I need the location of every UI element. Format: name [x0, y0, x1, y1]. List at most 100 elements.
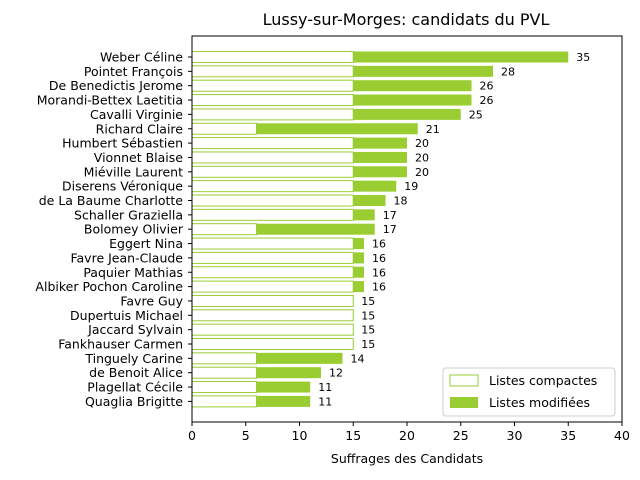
bar-compactes	[191, 151, 354, 164]
bar-modifiees	[353, 94, 472, 106]
plot-area: 3528262625212020201918171716161616151515…	[191, 51, 590, 408]
data-label: 15	[361, 324, 375, 337]
bar-modifiees	[256, 123, 418, 135]
x-tick-label: 15	[345, 428, 361, 443]
bar-modifiees	[353, 108, 461, 120]
legend-swatch-compactes	[449, 374, 479, 387]
bar-compactes	[191, 51, 354, 63]
bar-modifiees	[353, 209, 375, 221]
data-label: 15	[361, 309, 375, 322]
x-tick-label: 40	[614, 428, 630, 443]
bar-compactes	[191, 381, 257, 394]
data-label: 17	[383, 209, 397, 222]
bar-compactes	[191, 108, 354, 121]
chart-title: Lussy-sur-Morges: candidats du PVL	[263, 10, 550, 29]
data-label: 35	[576, 51, 590, 64]
y-tick-label: Schaller Graziella	[74, 207, 183, 222]
bar-compactes	[191, 266, 354, 279]
data-label: 21	[426, 123, 440, 136]
y-tick-label: Fankhauser Carmen	[58, 337, 183, 352]
x-tick-label: 35	[560, 428, 576, 443]
data-label: 26	[480, 94, 494, 107]
y-tick-label: Humbert Sébastien	[62, 136, 183, 151]
y-tick-label: Favre Jean-Claude	[70, 250, 183, 265]
y-tick-label: Cavalli Virginie	[90, 107, 183, 122]
bar-modifiees	[353, 51, 569, 63]
y-tick-label: Jaccard Sylvain	[87, 322, 183, 337]
bar-compactes	[191, 180, 354, 193]
x-tick-label: 10	[292, 428, 308, 443]
x-axis-label: Suffrages des Candidats	[331, 451, 483, 466]
bar-modifiees	[256, 381, 311, 393]
data-label: 16	[372, 238, 386, 251]
data-label: 25	[469, 108, 483, 121]
bar-compactes	[191, 366, 257, 379]
x-tick-label: 25	[453, 428, 469, 443]
data-label: 20	[415, 137, 429, 150]
x-tick-label: 5	[242, 428, 250, 443]
y-tick-label: Albiker Pochon Caroline	[35, 279, 183, 294]
bar-modifiees	[353, 137, 407, 149]
data-label: 14	[351, 352, 365, 365]
bar-compactes	[191, 122, 257, 135]
bar-compactes	[191, 79, 354, 92]
bar-compactes	[191, 338, 354, 350]
bar-compactes	[191, 280, 354, 293]
y-tick-label: Pointet François	[84, 64, 183, 79]
bar-modifiees	[353, 252, 364, 264]
y-tick-label: de Benoit Alice	[89, 365, 183, 380]
y-tick-label: Bolomey Olivier	[84, 222, 184, 237]
data-label: 16	[372, 266, 386, 279]
data-label: 26	[480, 80, 494, 93]
data-label: 11	[318, 395, 332, 408]
y-tick-label: Quaglia Brigitte	[85, 394, 183, 409]
data-label: 28	[501, 65, 515, 78]
data-label: 18	[394, 195, 408, 208]
bar-modifiees	[256, 367, 321, 379]
bar-modifiees	[353, 281, 364, 293]
data-label: 12	[329, 367, 343, 380]
bar-compactes	[191, 208, 354, 221]
y-tick-label: Morandi-Bettex Laetitia	[37, 93, 183, 108]
y-tick-label: Weber Céline	[100, 50, 183, 65]
bar-compactes	[191, 94, 354, 107]
data-label: 20	[415, 151, 429, 164]
data-label: 20	[415, 166, 429, 179]
legend-frame	[442, 367, 616, 417]
bar-compactes	[191, 194, 354, 207]
y-tick-label: Miéville Laurent	[84, 164, 183, 179]
y-tick-label: Paquier Mathias	[83, 265, 183, 280]
x-tick-label: 0	[188, 428, 196, 443]
data-label: 11	[318, 381, 332, 394]
data-label: 16	[372, 252, 386, 265]
y-tick-label: Diserens Véronique	[62, 179, 183, 194]
x-tick-label: 20	[399, 428, 415, 443]
x-tick-label: 30	[507, 428, 523, 443]
y-tick-label: Richard Claire	[96, 121, 184, 136]
bar-modifiees	[256, 223, 375, 235]
bar-compactes	[191, 395, 257, 408]
x-axis-ticks: 0 5 10 15 20 25 30 35 40	[188, 422, 630, 443]
bar-modifiees	[353, 180, 397, 192]
y-tick-label: Plagellat Cécile	[87, 380, 183, 395]
y-tick-label: Tinguely Carine	[84, 351, 183, 366]
bar-modifiees	[353, 151, 407, 163]
bar-modifiees	[353, 65, 493, 77]
data-label: 17	[383, 223, 397, 236]
y-tick-label: Eggert Nina	[109, 236, 183, 251]
y-tick-label: De Benedictis Jerome	[49, 78, 183, 93]
bar-modifiees	[353, 238, 364, 250]
y-tick-label: Dupertuis Michael	[70, 308, 183, 323]
bar-compactes	[191, 323, 354, 336]
bar-compactes	[191, 352, 257, 365]
bar-compactes	[191, 251, 354, 264]
legend-swatch-modifiees	[450, 397, 478, 408]
bar-compactes	[191, 223, 257, 236]
data-label: 15	[361, 295, 375, 308]
data-label: 19	[404, 180, 418, 193]
bar-compactes	[191, 137, 354, 150]
bar-modifiees	[353, 80, 472, 92]
bar-modifiees	[353, 195, 386, 206]
